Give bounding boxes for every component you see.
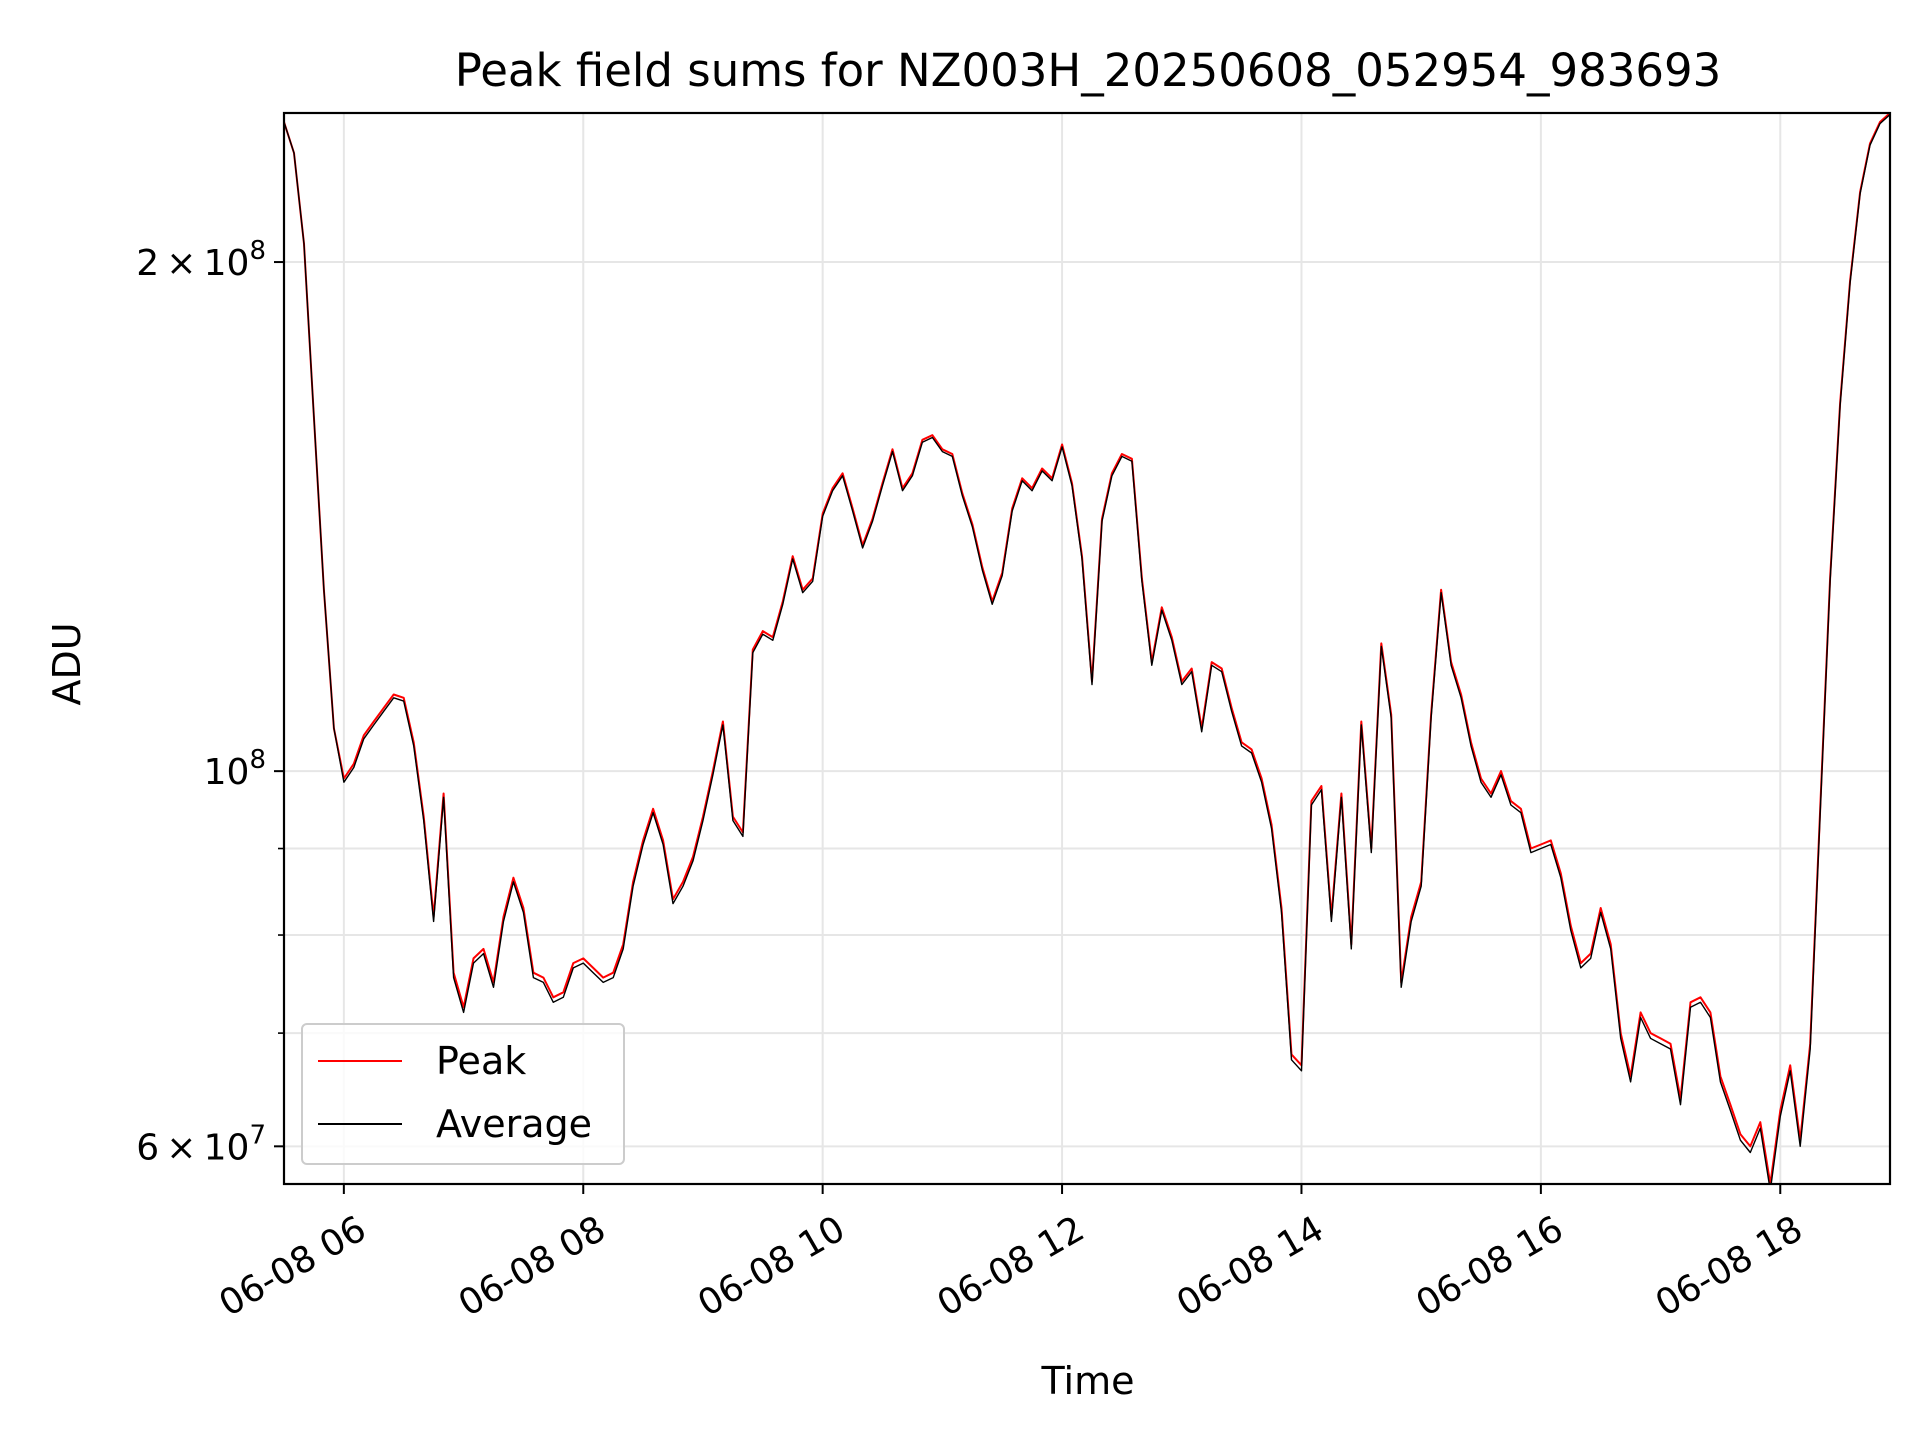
legend-box — [301, 1023, 625, 1165]
legend-label-peak: Peak — [436, 1039, 526, 1083]
x-axis-label: Time — [1041, 1359, 1135, 1403]
y-tick-label: 108 — [204, 745, 266, 793]
legend: Peak Average — [301, 1023, 625, 1165]
plot-frame — [282, 111, 1892, 1186]
y-axis-label: ADU — [45, 622, 89, 705]
y-tick-label: 2 × 108 — [136, 236, 266, 284]
series-line-average — [284, 113, 1890, 1184]
grid-lines — [284, 113, 1890, 1184]
series-lines — [284, 113, 1890, 1184]
y-tick-label: 6 × 107 — [136, 1120, 266, 1168]
legend-label-average: Average — [436, 1102, 592, 1146]
chart-title: Peak field sums for NZ003H_20250608_0529… — [455, 44, 1722, 97]
